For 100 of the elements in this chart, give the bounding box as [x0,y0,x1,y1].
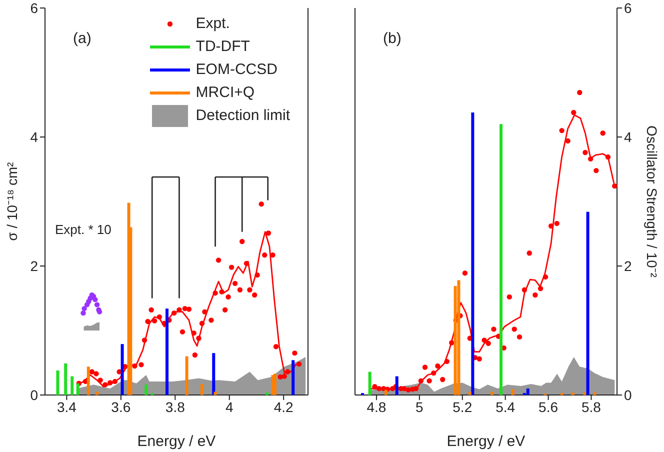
x-tick-label: 5.2 [452,398,472,415]
x-axis-title: Energy / eV [137,433,216,450]
point [237,287,243,292]
point [266,230,272,236]
point [440,376,446,382]
bar [64,363,68,395]
y-tick-label: 4 [30,128,38,145]
point [148,307,154,312]
point [571,110,576,116]
point [219,289,224,294]
point [282,374,288,379]
point [292,350,298,356]
point [582,150,588,156]
point [444,358,450,364]
point [273,344,279,350]
point [232,280,238,286]
point [431,370,436,376]
point [270,252,276,258]
point [102,382,108,388]
legend-label: MRCI+Q [196,84,255,101]
point [112,378,118,384]
bar [526,388,530,395]
bar [384,390,388,395]
point [202,309,208,314]
bar [583,392,586,395]
point [142,338,148,343]
legend-label: Detection limit [196,107,290,124]
bar [571,392,574,395]
point [476,356,482,362]
point [254,272,260,278]
x-tick-label: 4 [225,398,234,415]
x-tick-label: 3.8 [165,398,186,415]
x-axis-title: Energy / eV [446,433,526,450]
point [554,220,560,226]
bar [120,344,124,395]
point [612,183,617,189]
x-tick-label: 3.4 [56,398,77,415]
point [285,369,290,374]
y2-tick-label: 6 [624,0,632,16]
point [82,306,87,312]
bar [292,360,295,395]
point [548,223,554,229]
point [208,318,214,323]
bar [593,392,596,395]
point [240,238,245,244]
point [296,361,302,367]
point [145,318,150,324]
annotation: (b) [383,30,402,47]
point [577,90,582,96]
point [94,302,100,308]
x-tick-label: 4.2 [274,398,294,415]
bar [56,370,60,395]
bar [144,384,148,395]
bar [511,389,514,395]
point [152,318,158,324]
point [376,386,382,392]
point [526,250,532,256]
point [512,326,517,332]
point [252,292,258,298]
point [92,296,98,302]
y-tick-label: 6 [30,0,38,16]
bar [76,383,80,395]
bar [214,392,217,395]
y2-tick-label: 4 [624,128,632,145]
annotation: (a) [73,30,92,47]
legend-label: Expt. [196,15,230,32]
bar [468,392,472,395]
point [94,371,99,376]
bar [200,384,204,395]
point [532,292,538,298]
point [191,330,196,336]
bar [395,376,398,395]
point [422,364,428,370]
point [258,201,264,207]
y-tick-label: 0 [30,386,38,403]
point [132,363,138,369]
point [565,138,570,144]
point [462,270,468,276]
bar [500,124,503,395]
bar [457,280,460,395]
point [506,294,512,300]
point [588,156,594,162]
point [559,128,564,134]
x-tick-label: 5 [416,398,424,415]
bar [586,212,590,395]
bar [471,112,474,395]
x-tick-label: 5.4 [496,398,516,415]
point [226,294,231,300]
point [186,306,192,312]
point [171,310,177,316]
x-tick-label: 3.6 [111,398,131,415]
point [216,258,222,263]
bar [70,376,74,395]
point [138,362,144,368]
x-tick-label: 5.6 [538,398,558,415]
legend-label: TD-DFT [196,38,250,55]
point [244,260,250,266]
point [486,340,491,346]
point [426,378,432,384]
point [199,320,205,326]
